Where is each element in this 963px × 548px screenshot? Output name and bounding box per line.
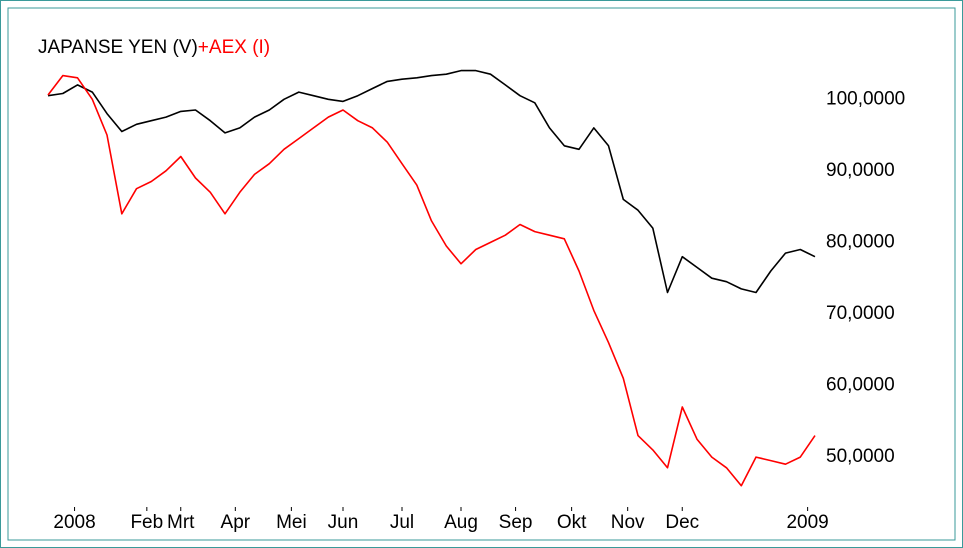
- y-tick-label: 50,0000: [826, 446, 895, 467]
- x-tick-label: Sep: [499, 512, 533, 533]
- legend-entry: JAPANSE YEN (V): [38, 37, 198, 58]
- x-tick-label: 2009: [786, 512, 828, 533]
- y-tick-label: 70,0000: [826, 303, 895, 324]
- x-tick-label: Aug: [444, 512, 478, 533]
- series-line: [47, 69, 816, 294]
- x-tick-label: Nov: [611, 512, 645, 533]
- x-tick-label: Feb: [130, 512, 163, 533]
- y-tick-label: 80,0000: [826, 231, 895, 252]
- x-tick-label: Jun: [328, 512, 359, 533]
- y-tick-label: 60,0000: [826, 375, 895, 396]
- x-tick-label: Dec: [665, 512, 699, 533]
- x-tick-label: Apr: [221, 512, 251, 533]
- x-tick-label: Jul: [390, 512, 414, 533]
- panel: [7, 7, 956, 541]
- x-tick-label: Mei: [276, 512, 307, 533]
- y-tick-label: 100,0000: [826, 88, 905, 109]
- series-line: [47, 74, 816, 487]
- legend: JAPANSE YEN (V)+AEX (I): [38, 37, 270, 58]
- y-tick-label: 90,0000: [826, 160, 895, 181]
- x-tick-label: 2008: [53, 512, 95, 533]
- legend-entry: +AEX (I): [198, 37, 270, 58]
- x-tick-label: Okt: [557, 512, 587, 533]
- x-tick-label: Mrt: [167, 512, 195, 533]
